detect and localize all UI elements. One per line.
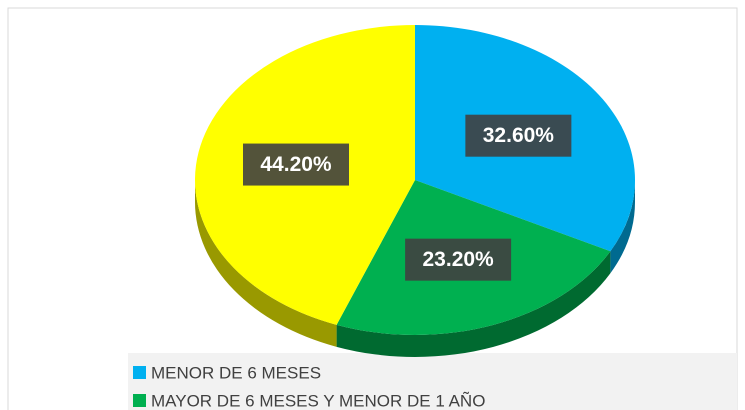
data-label: 44.20% xyxy=(260,153,332,176)
slice-side xyxy=(195,180,337,347)
slice-side xyxy=(610,180,635,274)
data-label-box xyxy=(465,114,572,157)
legend-swatch xyxy=(133,366,146,379)
legend-label: MENOR DE 6 MESES xyxy=(151,363,321,382)
slice-side xyxy=(336,251,611,357)
data-label: 32.60% xyxy=(483,124,555,147)
data-label: 23.20% xyxy=(423,248,495,271)
data-label-box xyxy=(405,238,512,281)
legend-swatch xyxy=(133,394,146,407)
legend-background xyxy=(128,353,737,410)
legend-label: MAYOR DE 6 MESES Y MENOR DE 1 AÑO xyxy=(151,391,485,410)
data-label-box xyxy=(243,143,350,186)
